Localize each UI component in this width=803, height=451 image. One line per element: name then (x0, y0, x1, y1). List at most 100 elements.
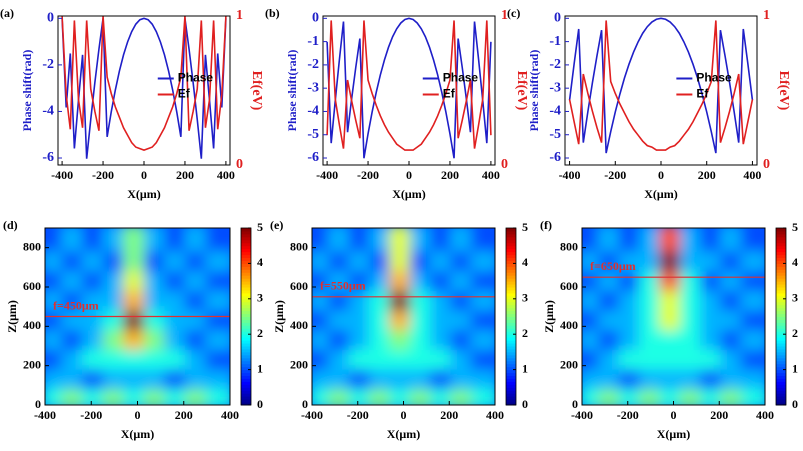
y2-tick-label: 1 (236, 8, 243, 23)
colorbar-strip (241, 307, 251, 312)
x-axis-label: X(μm) (644, 187, 677, 201)
colorbar-strip (241, 272, 251, 276)
colorbar-strip (506, 230, 516, 235)
colorbar-strip (776, 331, 786, 335)
colorbar-strip (776, 393, 786, 397)
panel-label: (e) (270, 218, 283, 232)
y-tick-label: -4 (307, 104, 319, 119)
x-tick-label: -400 (571, 408, 593, 422)
colorbar-strip (506, 372, 516, 376)
colorbar-strip (776, 257, 786, 261)
colorbar-strip (241, 354, 251, 359)
line-series (326, 17, 492, 159)
y-tick-label: 200 (290, 357, 308, 371)
colorbar-strip (506, 387, 516, 391)
heatmap-clip (312, 228, 495, 405)
x-tick-label: 0 (135, 408, 141, 422)
x-tick-label: 200 (710, 408, 728, 422)
colorbar-strip (506, 384, 516, 388)
colorbar-tick-label: 4 (257, 255, 263, 269)
colorbar-strip (506, 236, 516, 241)
colorbar-strip (241, 248, 251, 253)
colorbar-strip (241, 245, 251, 250)
heat-cell (205, 228, 230, 252)
colorbar-strip (776, 260, 786, 264)
colorbar-strip (506, 266, 516, 270)
colorbar-strip (506, 263, 516, 267)
colorbar-frame (505, 227, 517, 406)
colorbar-strip (241, 378, 251, 382)
colorbar-strip (506, 375, 516, 379)
colorbar-strip (241, 396, 251, 400)
x-tick-label: -400 (34, 408, 56, 422)
colorbar-strip (506, 390, 516, 394)
x-tick-label: 400 (221, 408, 239, 422)
colorbar-strip (506, 351, 516, 356)
colorbar-strip (776, 390, 786, 394)
colorbar-strip (241, 390, 251, 394)
colorbar-tick-label: 2 (792, 326, 798, 340)
y-axis-label: Phase shift(rad) (20, 50, 34, 132)
colorbar-strip (241, 319, 251, 323)
colorbar-strip (241, 313, 251, 317)
heatmap-clip (45, 228, 230, 405)
colorbar-strip (776, 242, 786, 247)
x-tick-label: -400 (316, 168, 338, 182)
y2-tick-label: 0 (236, 157, 243, 172)
colorbar-strip (506, 239, 516, 244)
colorbar-strip (776, 254, 786, 258)
colorbar-strip (506, 298, 516, 303)
colorbar-strip (506, 289, 516, 294)
x-tick-label: 400 (486, 408, 504, 422)
colorbar-strip (241, 301, 251, 306)
y-tick-label: 0 (47, 11, 54, 26)
y-tick-label: -6 (42, 150, 54, 165)
colorbar-strip (776, 340, 786, 344)
colorbar-strip (241, 298, 251, 303)
colorbar-strip (776, 319, 786, 323)
x-tick-label: -400 (51, 168, 73, 182)
x-tick-label: 200 (698, 168, 716, 182)
colorbar-strip (506, 340, 516, 344)
panel-label: (f) (540, 218, 552, 232)
y-tick-label: 0 (35, 397, 41, 411)
plot-frame (322, 15, 496, 166)
colorbar-strip (241, 366, 251, 371)
focus-annotation: f=450μm (53, 298, 99, 312)
colorbar-strip (241, 369, 251, 374)
y-tick-label: 400 (560, 318, 578, 332)
colorbar-strip (776, 334, 786, 338)
colorbar-strip (506, 369, 516, 374)
colorbar-strip (241, 325, 251, 329)
colorbar-strip (506, 363, 516, 368)
colorbar-strip (506, 307, 516, 312)
y2-axis-label: Ef(eV) (776, 71, 791, 111)
y-tick-label: -4 (42, 104, 54, 119)
plot-frame (564, 15, 758, 166)
x-tick-label: -200 (604, 168, 626, 182)
colorbar-strip (776, 266, 786, 270)
colorbar-strip (241, 284, 251, 288)
colorbar-strip (776, 275, 786, 279)
x-axis-label: X(μm) (387, 427, 420, 441)
y-tick-label: 0 (554, 11, 561, 26)
colorbar-strip (776, 301, 786, 306)
colorbar-strip (506, 242, 516, 247)
colorbar-strip (776, 272, 786, 276)
colorbar-strip (506, 248, 516, 253)
colorbar-strip (506, 292, 516, 297)
colorbar-tick-label: 5 (257, 220, 263, 234)
x-tick-label: 200 (441, 168, 459, 182)
colorbar-strip (776, 372, 786, 376)
line-series (326, 20, 492, 151)
y-tick-label: 400 (23, 318, 41, 332)
colorbar-strip (776, 387, 786, 391)
colorbar-strip (776, 366, 786, 371)
colorbar-frame (240, 227, 252, 406)
heatmap (312, 228, 495, 405)
y-tick-label: -1 (307, 34, 319, 49)
x-axis-label: X(μm) (657, 427, 690, 441)
colorbar-strip (776, 228, 786, 232)
heatmap (582, 228, 765, 405)
y2-tick-label: 1 (501, 8, 508, 23)
